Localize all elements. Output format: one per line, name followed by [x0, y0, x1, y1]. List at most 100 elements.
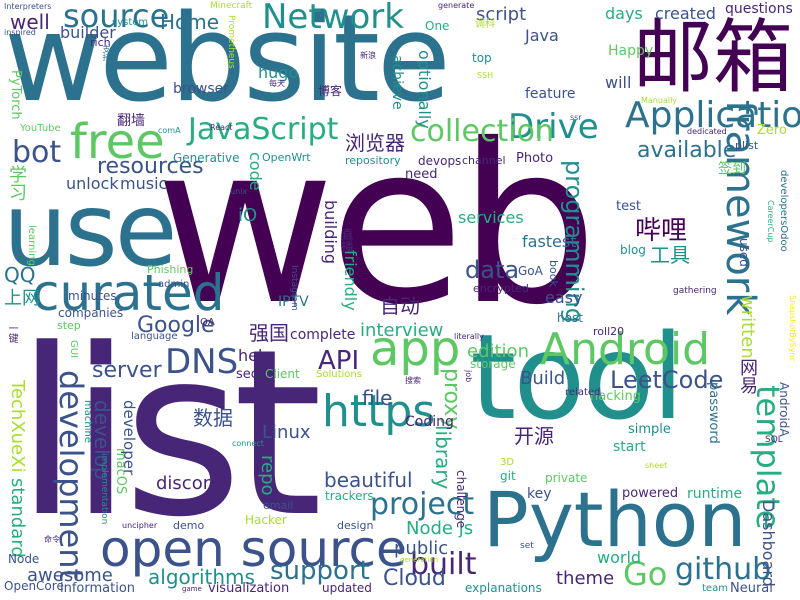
word: 工具 — [650, 243, 690, 267]
word: Android — [540, 324, 711, 375]
word: step — [57, 319, 81, 332]
word: language — [131, 331, 178, 342]
word: created — [655, 4, 716, 23]
word: Client — [265, 367, 300, 381]
word: Home — [160, 10, 220, 34]
word: IPTV — [278, 294, 309, 310]
word: programming — [560, 160, 588, 323]
word: web — [155, 97, 598, 353]
word: Neural — [730, 581, 773, 596]
word: open source — [100, 520, 407, 578]
word: resources — [97, 154, 204, 179]
word: 网易 — [737, 358, 758, 394]
word: edition — [467, 341, 529, 362]
word: development — [52, 370, 90, 582]
word: available — [637, 138, 737, 163]
word: job — [464, 370, 473, 383]
word: 翻墙 — [117, 113, 145, 129]
word: building — [321, 200, 340, 265]
word: AndroidA — [777, 382, 791, 437]
word: used — [737, 238, 751, 267]
word: OpenCore — [4, 579, 64, 593]
word: game — [182, 585, 202, 593]
word: start — [613, 439, 646, 455]
word: friendly — [341, 250, 360, 311]
word: generation — [400, 556, 439, 564]
word: learning — [26, 225, 37, 266]
word: LeetCode — [610, 366, 724, 394]
word: git — [500, 469, 516, 483]
word: uncipher — [122, 521, 158, 530]
word: need — [405, 167, 438, 182]
word: channel — [462, 154, 506, 167]
word: SSH — [477, 71, 494, 80]
word: music — [120, 174, 168, 193]
word: iO — [238, 205, 258, 226]
word: YouTube — [20, 123, 61, 134]
word: Photo — [516, 151, 554, 166]
word: Happy — [608, 43, 654, 59]
word: secret — [236, 367, 277, 382]
word: gathering — [673, 286, 717, 296]
word: 邮箱 — [633, 11, 793, 104]
word: admin — [158, 279, 190, 290]
word: 每天 — [269, 79, 285, 88]
word: 命令 — [44, 535, 60, 544]
word: github — [675, 552, 772, 587]
word: 新浪 — [360, 51, 376, 60]
word: file — [362, 386, 393, 410]
word: key — [527, 486, 552, 502]
word: information — [60, 581, 136, 596]
word: optionally — [415, 50, 434, 129]
word: Solutions — [316, 369, 362, 380]
word: ssr — [570, 113, 582, 122]
word: QQ — [4, 263, 36, 287]
word: CareerCup — [766, 200, 775, 243]
word: host — [557, 311, 583, 325]
word: 强国 — [249, 321, 289, 345]
word: machine — [82, 400, 93, 443]
word: Minecraft — [210, 1, 253, 11]
word: QA — [200, 317, 215, 328]
word: challenge — [454, 470, 468, 529]
word: bot — [12, 135, 62, 170]
word: 签到 — [718, 161, 746, 177]
word: easy — [545, 288, 583, 307]
word: support — [270, 556, 370, 586]
word: Application — [625, 95, 800, 136]
word: design — [337, 519, 374, 532]
word: book — [547, 260, 560, 287]
word: related — [565, 387, 601, 398]
word: Java — [525, 26, 559, 45]
word: Manually — [641, 96, 678, 105]
word: developersOdoo — [778, 170, 789, 252]
word: free — [70, 114, 165, 170]
word: help — [238, 346, 273, 365]
word: 自动 — [380, 294, 420, 318]
word: source — [63, 0, 170, 35]
word: generate — [438, 1, 475, 10]
word: awesome — [27, 565, 113, 586]
word: world — [597, 548, 642, 567]
word: unix — [230, 187, 248, 196]
word: Build — [520, 368, 566, 389]
word: public — [394, 538, 449, 559]
word: interview — [360, 320, 444, 341]
word: Hacker — [245, 513, 287, 527]
word: visualization — [208, 581, 290, 596]
word: companies — [58, 306, 124, 320]
word: Node — [8, 552, 40, 566]
word: dedicated — [687, 127, 727, 136]
word: test — [616, 199, 641, 214]
word: builder — [60, 23, 116, 42]
word: literally — [454, 332, 484, 341]
word: Instagram — [289, 265, 299, 311]
word: Phishing — [147, 263, 194, 276]
word: theme — [556, 568, 615, 589]
word: develop — [90, 400, 114, 480]
word: Python — [483, 475, 747, 564]
word: macOS — [113, 448, 128, 495]
word: trackers — [325, 489, 374, 503]
word: services — [458, 208, 524, 227]
